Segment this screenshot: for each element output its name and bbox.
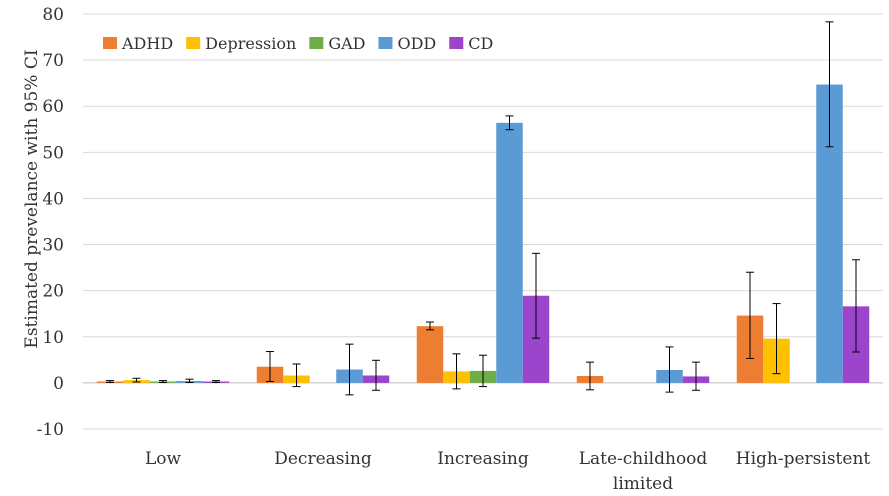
- x-category-label: Low: [145, 449, 182, 469]
- error-bar: [212, 380, 220, 383]
- legend-swatch: [103, 37, 117, 49]
- error-bar: [132, 377, 141, 383]
- legend-label: GAD: [328, 34, 365, 53]
- error-bar: [426, 321, 434, 331]
- x-category-label: Increasing: [437, 449, 529, 469]
- error-bar: [665, 346, 674, 393]
- error-bars: [106, 21, 860, 396]
- y-tick-label: 40: [42, 189, 64, 209]
- y-tick-label: 10: [42, 328, 64, 348]
- legend-item-gad: GAD: [309, 34, 365, 53]
- legend: ADHD Depression GAD ODD CD: [103, 34, 493, 53]
- error-bar: [852, 259, 860, 353]
- bar-odd-2: [496, 122, 523, 383]
- error-bar: [372, 359, 380, 391]
- legend-label: CD: [468, 34, 493, 53]
- y-tick-label: 20: [42, 282, 64, 302]
- y-tick-label: 30: [42, 236, 64, 256]
- error-bar: [185, 378, 194, 383]
- error-bar: [479, 354, 487, 388]
- error-bar: [452, 353, 461, 390]
- bar-adhd-2: [416, 326, 444, 383]
- error-bar: [505, 115, 514, 131]
- error-bar: [292, 363, 301, 388]
- legend-label: ADHD: [121, 34, 173, 53]
- y-tick-label: 60: [42, 97, 64, 117]
- legend-swatch: [309, 37, 324, 49]
- y-tick-label: 0: [53, 374, 64, 394]
- error-bar: [345, 343, 354, 396]
- error-bar: [106, 380, 114, 383]
- legend-swatch: [378, 37, 393, 49]
- x-category-label: Decreasing: [274, 449, 372, 469]
- legend-item-odd: ODD: [378, 34, 436, 53]
- error-bar: [772, 303, 781, 375]
- legend-label: Depression: [205, 34, 296, 53]
- legend-swatch: [186, 37, 201, 49]
- legend-swatch: [449, 37, 464, 49]
- error-bar: [586, 361, 594, 391]
- x-category-label: High-persistent: [736, 449, 871, 469]
- bars: [96, 84, 870, 383]
- x-category-label: Late-childhood: [579, 449, 708, 469]
- error-bar: [266, 351, 274, 383]
- axes: -10 0 10 20 30 40 50 60 70 80 Low Decreasing Increas…: [37, 5, 871, 494]
- legend-item-adhd: ADHD: [103, 34, 173, 53]
- error-bar: [825, 21, 834, 148]
- y-tick-label: 50: [42, 143, 64, 163]
- y-tick-label: 70: [42, 51, 64, 71]
- error-bar: [746, 271, 754, 359]
- y-axis-title: Estimated prevelance with 95% CI: [22, 49, 42, 348]
- x-category-label: limited: [613, 474, 673, 494]
- error-bar: [532, 252, 540, 339]
- y-tick-label: -10: [37, 420, 64, 440]
- legend-item-cd: CD: [449, 34, 493, 53]
- legend-label: ODD: [397, 34, 436, 53]
- legend-item-depression: Depression: [186, 34, 296, 53]
- error-bar: [692, 361, 700, 391]
- error-bar: [159, 380, 167, 383]
- y-tick-label: 80: [42, 5, 64, 25]
